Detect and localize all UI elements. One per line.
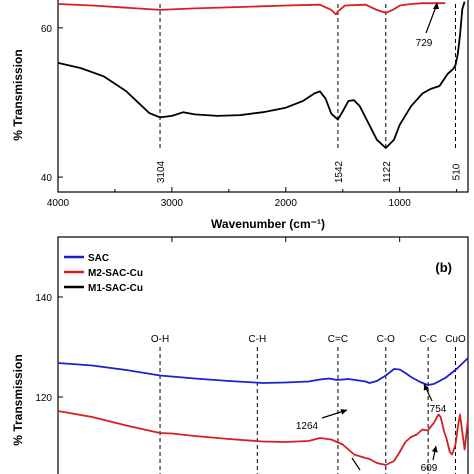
panel-b-label: (b) [435,260,452,275]
panel-b-peak-label: 1264 [296,421,319,432]
panel-b-ticks: 120 140 [35,237,401,404]
panel-b-peak-arrowhead [431,446,438,453]
panel-b-peak-label: 609 [421,463,438,474]
panel-b-series [57,357,469,466]
panel-b: 120 140 O-H C-H C=C C-O C-C CuO 1264 754 609 SAC… [11,236,469,474]
panel-a-series [57,1,466,149]
panel-b-series-m2-sac-cu [57,410,469,466]
panel-b-peak-arrowhead [423,384,430,391]
panel-b-series-sac [57,357,469,386]
panel-b-group-label: C-H [248,334,266,345]
panel-a-frame [57,0,469,193]
panel-a-peak-arrowhead [433,2,439,9]
panel-a-peak-label: 1122 [382,161,393,183]
panel-a-ticks: 4000 3000 2000 1000 40 60 [41,24,458,209]
panel-a-peak-label: 1542 [334,160,345,183]
panel-a-peak-lines [159,4,456,148]
panel-a-y-tick-label: 60 [41,24,53,35]
panel-b-group-label: C-C [419,334,437,345]
panel-b-peak-arrowhead [340,409,347,415]
panel-a-y-tick-label: 40 [41,173,53,184]
panel-b-frame [57,236,469,474]
panel-b-group-label: C-O [377,334,396,345]
panel-b-group-label: O-H [151,334,169,345]
panel-a-x-tick-label: 3000 [161,198,184,209]
panel-b-peak-arrow [351,457,361,471]
panel-a-peak-labels: 3104 1542 1122 510 729 [156,2,462,183]
panel-b-y-axis-title: % Transmission [11,354,25,445]
panel-b-y-tick-label: 140 [35,293,52,304]
panel-a-peak-label: 510 [451,163,462,180]
panel-a-series-red [57,2,446,16]
panel-a-x-tick-label: 1000 [389,198,412,209]
legend-entry: M1-SAC-Cu [88,283,143,294]
panel-a-peak-label: 3104 [156,160,167,183]
panel-a-x-axis-title: Wavenumber (cm⁻¹) [211,217,325,231]
panel-b-group-label: C=C [328,334,348,345]
panel-b-peak-label: 754 [430,404,447,415]
panel-a-y-axis-title: % Transmission [11,49,25,140]
panel-a-x-tick-label: 2000 [275,198,298,209]
panel-b-group-lines: O-H C-H C=C C-O C-C CuO [151,334,466,474]
panel-b-group-label: CuO [445,334,466,345]
legend-entry: SAC [88,253,109,264]
panel-b-legend: SAC M2-SAC-Cu M1-SAC-Cu [64,253,143,294]
panel-b-annotations: 1264 754 609 [296,383,447,474]
panel-a-peak-label: 729 [416,38,433,49]
panel-b-y-tick-label: 120 [35,393,52,404]
panel-a-series-black [57,1,466,149]
legend-entry: M2-SAC-Cu [88,268,143,279]
panel-a-x-tick-label: 4000 [47,198,70,209]
